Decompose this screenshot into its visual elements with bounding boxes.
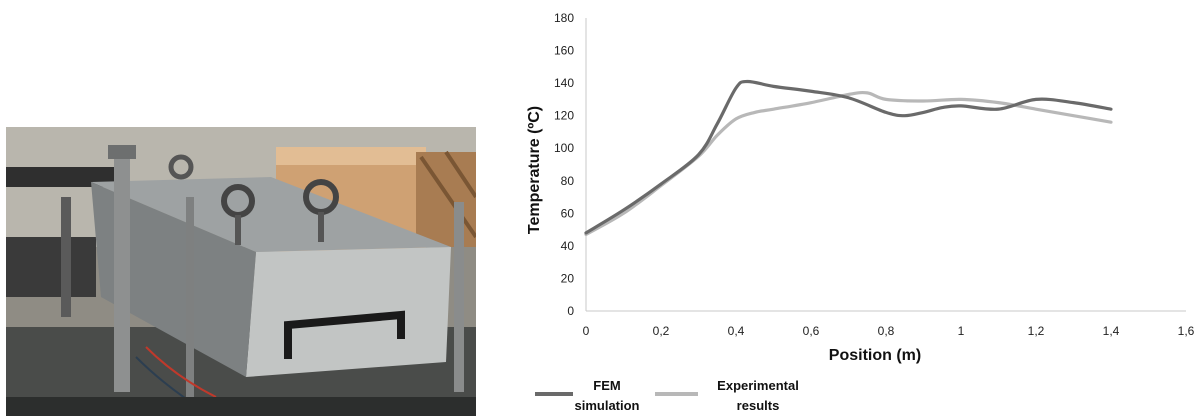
x-tick-label: 0,8: [878, 324, 895, 338]
x-tick-label: 1,4: [1103, 324, 1120, 338]
legend-label-experimental-line2: results: [737, 398, 780, 413]
x-tick-label: 1: [958, 324, 965, 338]
y-tick-label: 0: [567, 304, 574, 318]
chart-legend: FEM simulation Experimental results: [535, 378, 799, 413]
temperature-chart: 0 20 40 60 80 100 120 140 160 180 0 0,2 0,4 0,6 0,8 1 1…: [526, 11, 1195, 413]
legend-label-fem-line1: FEM: [593, 378, 620, 393]
x-tick-label: 1,6: [1178, 324, 1195, 338]
series-line-fem-simulation: [584, 79, 1113, 235]
legend-label-experimental-line1: Experimental: [717, 378, 799, 393]
y-tick-label: 160: [554, 44, 574, 58]
y-tick-label: 100: [554, 141, 574, 155]
y-tick-label: 80: [561, 174, 575, 188]
y-tick-label: 40: [561, 239, 575, 253]
x-tick-label: 0,4: [728, 324, 745, 338]
y-axis-title: Temperature (ºC): [526, 106, 543, 234]
y-tick-label: 120: [554, 109, 574, 123]
y-tick-label: 20: [561, 271, 575, 285]
series-lines: [584, 79, 1113, 237]
y-tick-label: 60: [561, 206, 575, 220]
mould-photo: [6, 127, 476, 416]
x-tick-labels: 0 0,2 0,4 0,6 0,8 1 1,2 1,4 1,6: [583, 324, 1195, 338]
x-tick-label: 1,2: [1028, 324, 1045, 338]
y-tick-label: 140: [554, 76, 574, 90]
x-tick-label: 0,6: [803, 324, 820, 338]
series-line-experimental-results: [584, 90, 1113, 237]
y-tick-label: 180: [554, 11, 574, 25]
x-tick-label: 0: [583, 324, 590, 338]
legend-label-fem-line2: simulation: [574, 398, 639, 413]
y-tick-labels: 0 20 40 60 80 100 120 140 160 180: [554, 11, 574, 318]
chart-axes: [585, 18, 1186, 312]
x-tick-label: 0,2: [653, 324, 670, 338]
x-axis-title: Position (m): [829, 347, 921, 364]
